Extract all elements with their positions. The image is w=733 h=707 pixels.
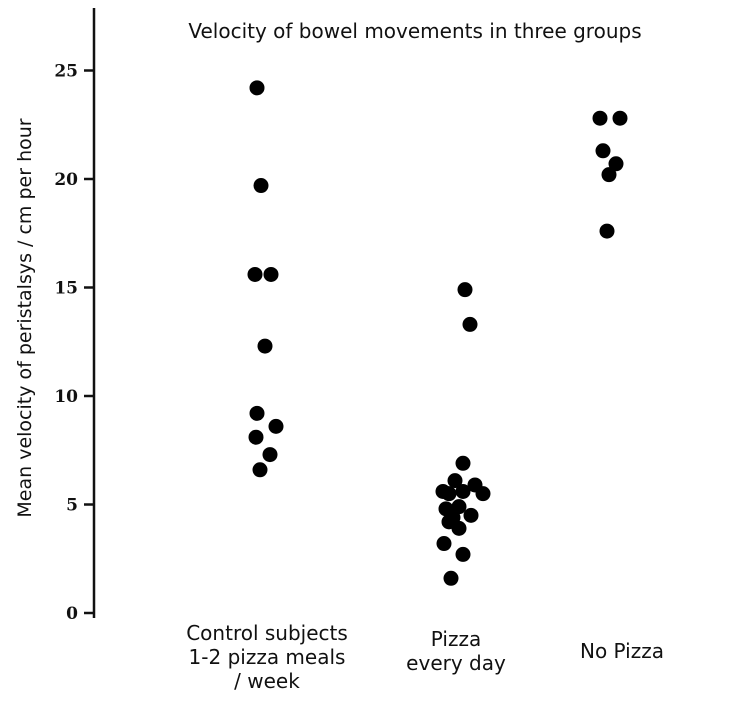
data-point-g1-1 (249, 80, 265, 96)
data-point-g2-18 (443, 570, 459, 586)
data-point-g3-5 (601, 167, 617, 183)
data-point-g3-1 (592, 110, 608, 126)
data-point-g2-16 (436, 536, 452, 552)
data-point-g1-9 (262, 447, 278, 463)
data-point-g2-4 (447, 473, 463, 489)
data-point-g2-9 (441, 486, 457, 502)
data-point-g1-7 (268, 418, 284, 434)
y-axis-ticks: 0 5 10 15 20 25 (54, 62, 94, 624)
category-label-2: Pizza every day (406, 627, 506, 675)
category-label-1: Control subjects 1-2 pizza meals / week (186, 621, 348, 693)
category-label-1-line-1: Control subjects (186, 621, 348, 645)
data-point-g2-1 (457, 282, 473, 298)
y-tick-label-20: 20 (54, 170, 78, 190)
category-label-1-line-2: 1-2 pizza meals (189, 645, 346, 669)
data-point-g1-3 (247, 266, 263, 282)
data-point-g2-2 (462, 316, 478, 332)
data-point-g2-15 (451, 520, 467, 536)
category-label-2-line-2: every day (406, 651, 506, 675)
data-point-g2-8 (475, 486, 491, 502)
chart-title: Velocity of bowel movements in three gro… (188, 19, 641, 43)
category-label-3: No Pizza (580, 639, 664, 663)
y-tick-label-25: 25 (54, 62, 78, 82)
data-point-g2-7 (455, 483, 471, 499)
y-tick-label-5: 5 (66, 496, 78, 516)
data-point-g2-17 (455, 546, 471, 562)
category-label-3-line-1: No Pizza (580, 639, 664, 663)
data-point-g1-6 (249, 405, 265, 421)
data-points (247, 80, 628, 586)
data-point-g3-6 (599, 223, 615, 239)
data-point-g1-8 (248, 429, 264, 445)
data-point-g3-4 (608, 156, 624, 172)
y-tick-label-0: 0 (66, 604, 78, 624)
y-tick-label-15: 15 (54, 279, 78, 299)
category-label-1-line-3: / week (234, 669, 300, 693)
data-point-g2-3 (455, 455, 471, 471)
y-tick-label-10: 10 (54, 387, 78, 407)
data-point-g1-2 (253, 178, 269, 194)
data-point-g3-2 (612, 110, 628, 126)
y-axis-label: Mean velocity of peristalsys / cm per ho… (14, 118, 36, 517)
data-point-g3-3 (595, 143, 611, 159)
category-labels: Control subjects 1-2 pizza meals / week Piz… (186, 621, 664, 693)
data-point-g1-4 (263, 266, 279, 282)
data-point-g1-5 (257, 338, 273, 354)
data-point-g1-10 (252, 462, 268, 478)
data-point-g2-12 (463, 507, 479, 523)
category-label-2-line-1: Pizza (431, 627, 481, 651)
